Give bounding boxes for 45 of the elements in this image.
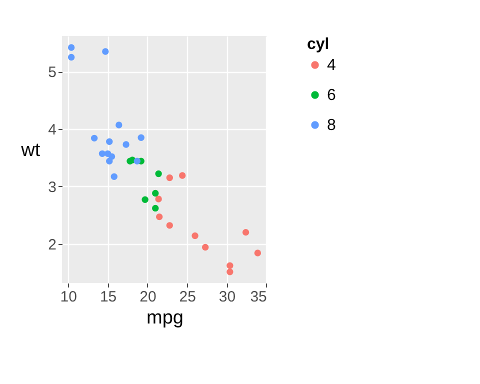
point bbox=[152, 190, 159, 197]
point bbox=[68, 44, 75, 51]
point bbox=[166, 222, 174, 229]
point bbox=[104, 150, 112, 158]
point bbox=[110, 173, 118, 180]
point bbox=[152, 204, 159, 212]
legend-label: 4 bbox=[327, 57, 336, 74]
point bbox=[155, 196, 162, 202]
legend-label: 6 bbox=[327, 87, 336, 104]
point bbox=[90, 134, 98, 142]
point bbox=[138, 134, 144, 141]
point bbox=[166, 174, 174, 182]
point bbox=[106, 138, 113, 145]
point bbox=[106, 158, 113, 164]
y-tick-label: 2 bbox=[48, 236, 56, 254]
y-tick-label: 3 bbox=[48, 178, 56, 196]
point bbox=[156, 213, 163, 220]
x-tick-label: 30 bbox=[218, 288, 236, 306]
point bbox=[142, 196, 148, 203]
point bbox=[178, 172, 186, 179]
x-axis-title: mpg bbox=[146, 308, 184, 328]
point bbox=[192, 232, 198, 240]
point bbox=[134, 158, 140, 164]
point bbox=[98, 150, 106, 158]
point bbox=[202, 244, 209, 251]
x-tick-label: 25 bbox=[179, 288, 196, 306]
point bbox=[126, 158, 134, 164]
x-tick-label: 10 bbox=[60, 288, 77, 306]
x-tick-label: 15 bbox=[100, 288, 117, 306]
point bbox=[226, 268, 234, 276]
point bbox=[226, 262, 234, 269]
y-axis-title: wt bbox=[20, 140, 41, 161]
point bbox=[102, 48, 109, 55]
y-tick-label: 4 bbox=[48, 121, 56, 138]
legend-label: 8 bbox=[327, 117, 336, 134]
point bbox=[242, 228, 250, 236]
point bbox=[68, 54, 75, 61]
legend-title: cyl bbox=[307, 36, 330, 53]
point bbox=[122, 141, 130, 148]
y-tick-label: 5 bbox=[48, 64, 56, 82]
x-tick-label: 20 bbox=[140, 288, 156, 306]
point bbox=[254, 250, 262, 256]
point bbox=[155, 170, 162, 178]
x-tick-label: 35 bbox=[250, 288, 267, 306]
point bbox=[116, 122, 122, 128]
